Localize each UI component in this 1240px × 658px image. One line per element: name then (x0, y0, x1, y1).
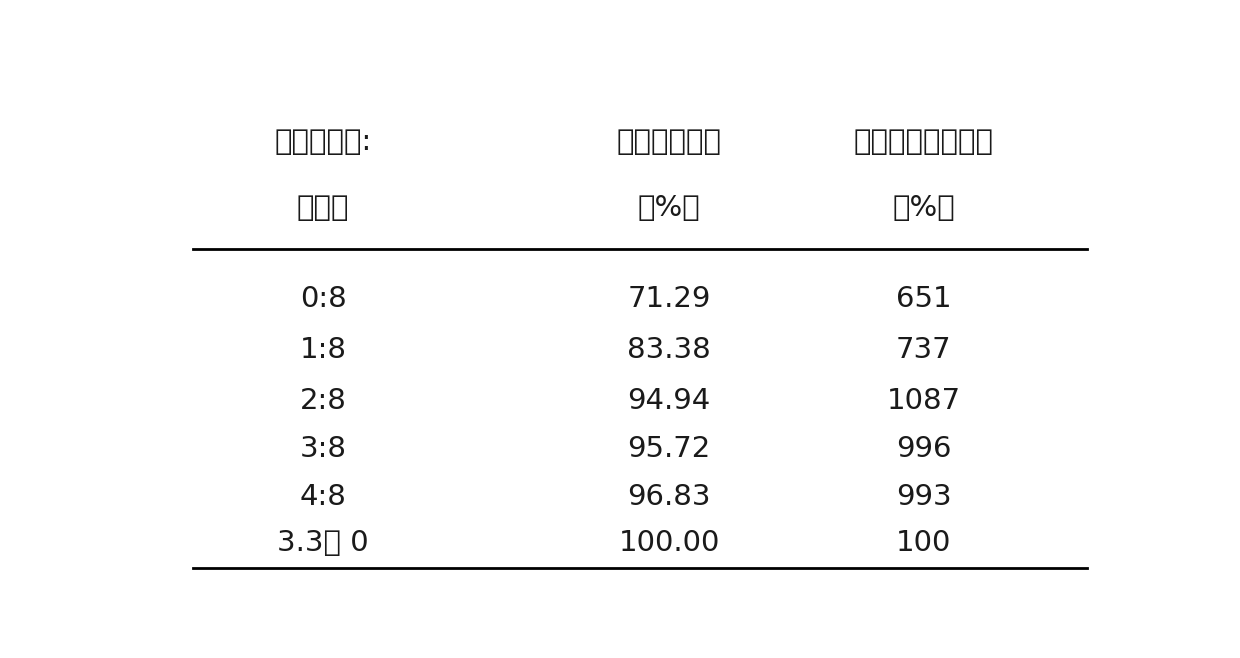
Text: 相对滤纸酶活: 相对滤纸酶活 (616, 128, 722, 157)
Text: 3.3： 0: 3.3： 0 (278, 528, 370, 557)
Text: 微晶纤维素:: 微晶纤维素: (274, 128, 372, 157)
Text: 100: 100 (897, 528, 951, 557)
Text: 993: 993 (897, 483, 951, 511)
Text: 94.94: 94.94 (627, 387, 711, 415)
Text: 4:8: 4:8 (300, 483, 347, 511)
Text: 96.83: 96.83 (627, 483, 711, 511)
Text: 996: 996 (897, 435, 951, 463)
Text: 玉米芯: 玉米芯 (296, 194, 350, 222)
Text: 651: 651 (897, 286, 951, 313)
Text: 3:8: 3:8 (300, 435, 347, 463)
Text: 83.38: 83.38 (627, 336, 711, 364)
Text: 1087: 1087 (887, 387, 961, 415)
Text: 95.72: 95.72 (627, 435, 711, 463)
Text: 737: 737 (897, 336, 951, 364)
Text: 0:8: 0:8 (300, 286, 346, 313)
Text: （%）: （%） (893, 194, 955, 222)
Text: 2:8: 2:8 (300, 387, 347, 415)
Text: 相对木聚糖酶活力: 相对木聚糖酶活力 (854, 128, 993, 157)
Text: （%）: （%） (637, 194, 701, 222)
Text: 71.29: 71.29 (627, 286, 711, 313)
Text: 100.00: 100.00 (619, 528, 720, 557)
Text: 1:8: 1:8 (300, 336, 347, 364)
